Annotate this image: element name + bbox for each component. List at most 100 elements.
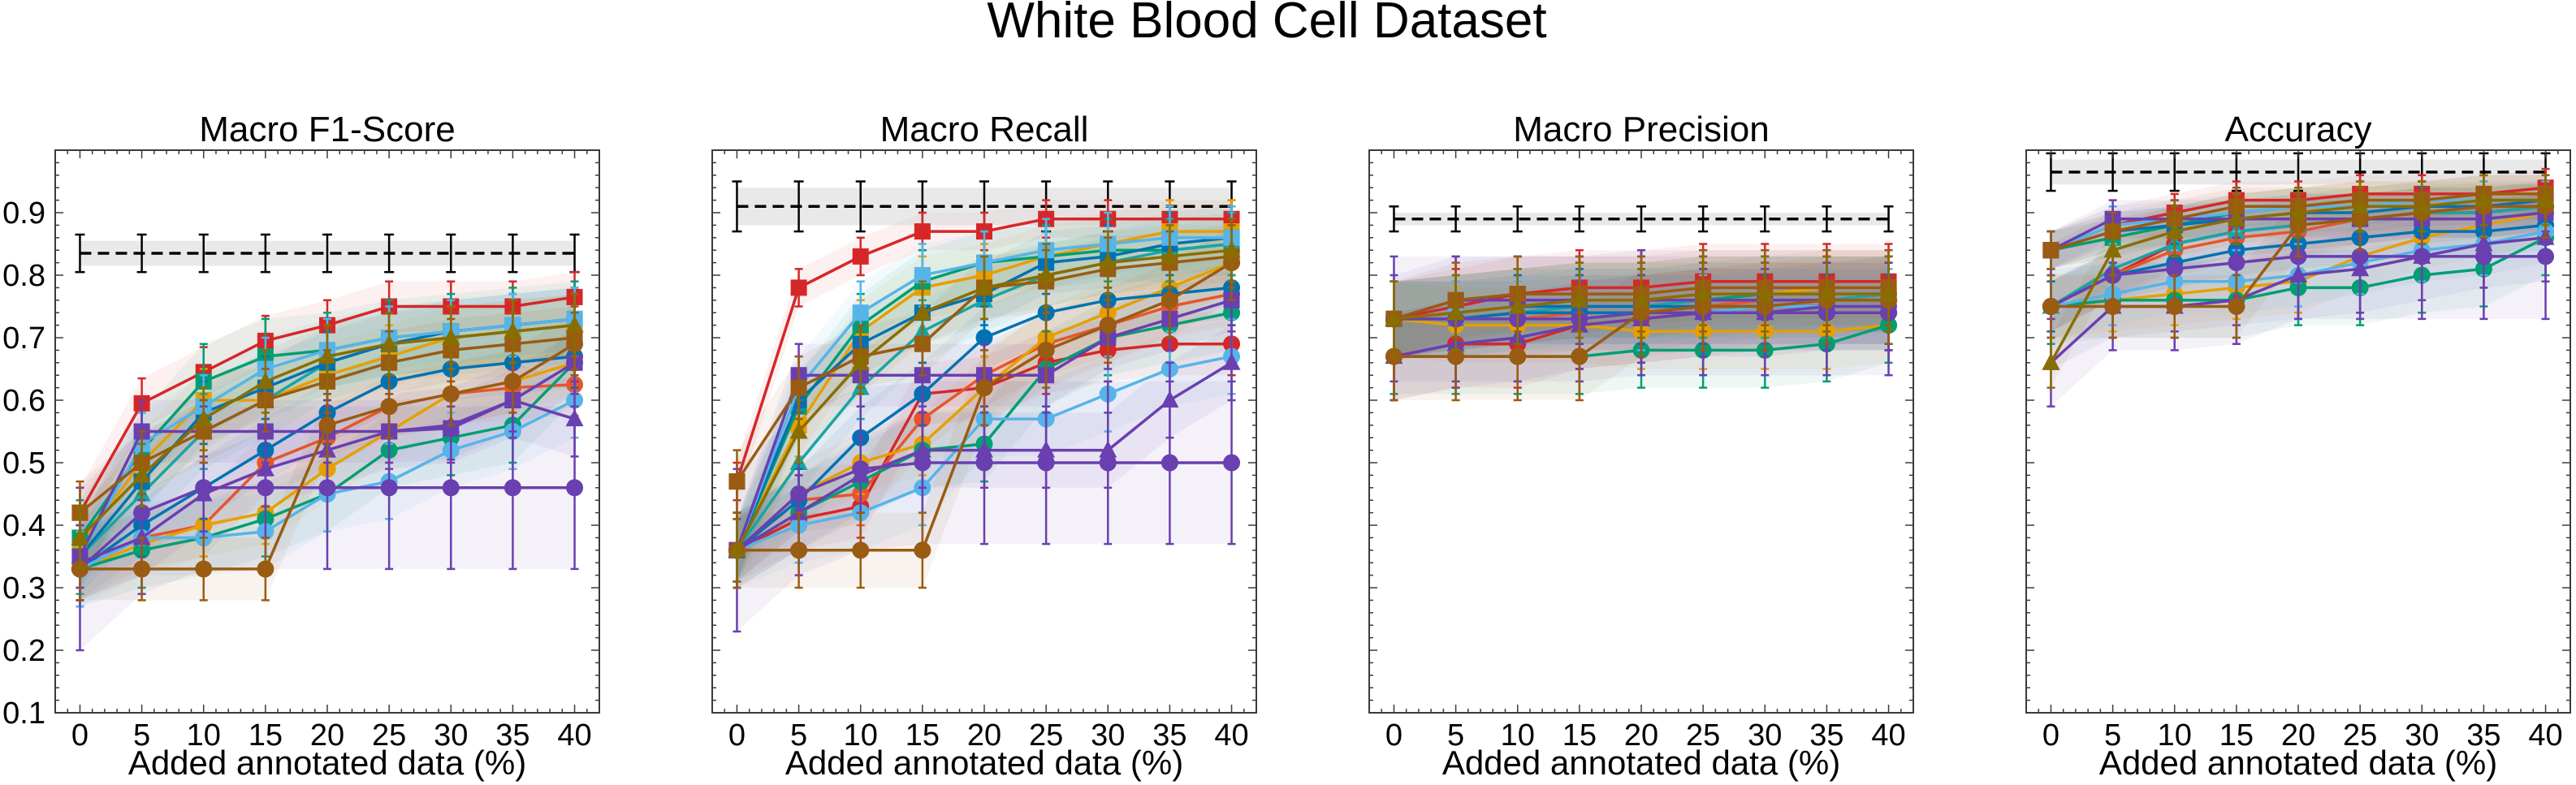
x-tick-label: 15 [905,718,940,753]
data-point [1756,284,1774,302]
data-point [133,560,151,578]
y-tick-label: 0.8 [2,259,45,293]
series-olive-triangle [1385,255,1898,358]
panel-macro-f1: Macro F1-Score Added annotated data (%) … [2,110,600,782]
data-point [1160,291,1178,309]
data-point [1879,284,1898,302]
data-point [1222,240,1241,258]
data-point [566,479,584,497]
data-point [504,321,522,339]
data-point [1099,252,1117,270]
data-point [913,303,931,321]
data-point [2042,242,2060,259]
data-point [2474,190,2493,208]
data-point [852,541,870,559]
x-tick-label: 40 [1871,718,1905,753]
data-point [728,473,746,490]
reference-line-group [1389,205,1894,233]
data-point [380,398,398,416]
data-point [975,440,993,458]
x-tick-label: 20 [310,718,344,753]
data-point [2413,196,2431,214]
data-point [380,334,399,352]
x-tick-label: 25 [1686,718,1720,753]
data-point [789,421,808,439]
data-point [2103,240,2122,258]
data-point [790,379,807,396]
data-point [1817,284,1836,302]
reference-line-group [2046,152,2551,192]
data-point [2351,259,2370,277]
data-point [852,248,869,265]
series-olive-triangle [71,292,584,571]
x-tick-label: 15 [1562,718,1597,753]
x-tick-label: 5 [133,718,150,753]
data-point [975,278,993,295]
x-tick-label: 40 [557,718,591,753]
data-point [914,541,931,559]
data-point [1446,303,1465,321]
x-tick-label: 25 [2343,718,2377,753]
data-point [2413,246,2431,264]
axis-ticks [2025,149,2571,714]
data-point [2227,209,2245,226]
x-tick-label: 35 [495,718,529,753]
data-point [195,560,213,578]
y-tick-label: 0.1 [2,697,45,731]
data-point [504,479,521,497]
data-point [790,541,808,559]
x-axis-label: Added annotated data (%) [2099,744,2497,782]
series-olive-triangle [728,218,1241,583]
x-tick-label: 30 [2405,718,2439,753]
x-axis-label: Added annotated data (%) [785,744,1183,782]
axis-ticks [711,149,1257,714]
data-point [2042,298,2060,315]
x-tick-label: 0 [728,718,746,753]
axis-ticks [54,149,600,714]
data-point [2228,298,2245,315]
x-tick-label: 30 [1091,718,1125,753]
x-tick-label: 30 [434,718,468,753]
data-point [2042,352,2060,370]
data-point [2474,234,2493,252]
y-tick-label: 0.2 [2,634,45,668]
data-point [194,409,213,427]
x-axis-label: Added annotated data (%) [128,744,526,782]
data-point [1223,454,1241,472]
x-tick-label: 20 [967,718,1001,753]
x-tick-label: 20 [2281,718,2315,753]
y-tick-label: 0.9 [2,196,45,231]
x-tick-label: 5 [790,718,807,753]
x-tick-label: 5 [2104,718,2121,753]
data-point [442,385,460,403]
data-point [1222,352,1241,370]
data-point [1571,347,1588,365]
data-point [1160,390,1179,408]
reference-line-group [75,233,580,274]
x-tick-label: 10 [1501,718,1535,753]
panel-macro-recall: Macro Recall Added annotated data (%) 0 5… [711,110,1257,782]
data-point [1385,308,1403,326]
data-point [2104,298,2122,315]
data-point [1037,265,1056,283]
data-point [1037,440,1056,458]
data-point [2536,190,2555,208]
data-point [2289,203,2307,220]
data-point [1570,290,1588,308]
data-point [318,347,336,364]
y-tick-label: 0.7 [2,321,45,356]
y-tick-label: 0.6 [2,384,45,418]
plot-background [1369,150,1913,713]
x-tick-label: 20 [1624,718,1658,753]
data-point [2289,265,2307,283]
data-point [1037,341,1055,359]
x-tick-label: 10 [187,718,221,753]
plot-area [54,149,600,714]
data-point [565,315,584,333]
data-point [442,479,460,497]
data-point [913,440,931,458]
data-point [565,409,584,427]
x-tick-label: 35 [2466,718,2500,753]
x-axis-label: Added annotated data (%) [1442,744,1840,782]
